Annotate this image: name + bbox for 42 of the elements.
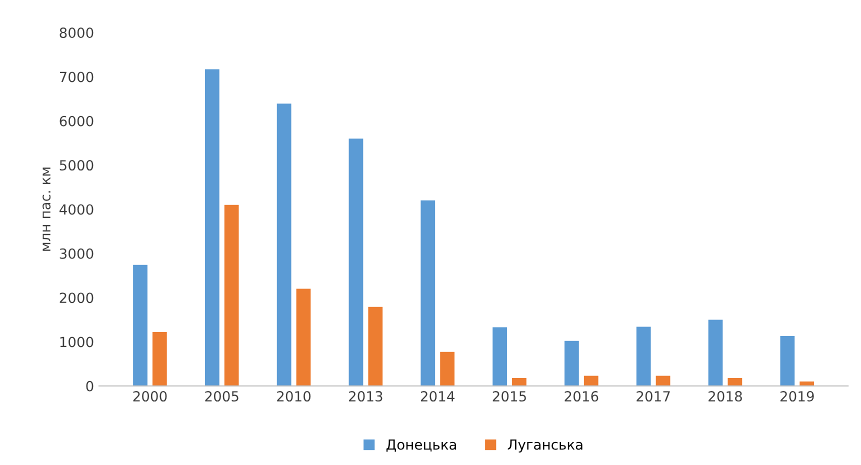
y-tick-label: 4000 (59, 204, 94, 215)
x-tick-label: 2013 (349, 391, 382, 402)
bar (780, 336, 795, 386)
x-tick-label: 2019 (780, 391, 814, 402)
legend-label: Донецька (386, 439, 456, 452)
x-tick-label: 2018 (708, 391, 742, 402)
bar (224, 204, 239, 386)
bar (296, 288, 311, 386)
y-tick-label: 5000 (60, 160, 94, 171)
y-tick-label: 8000 (60, 28, 94, 38)
y-tick-label: 2000 (60, 292, 94, 304)
x-tick-label: 2015 (492, 391, 526, 402)
bar (133, 264, 148, 386)
bar (564, 340, 579, 386)
bar (348, 138, 364, 386)
x-tick-label: 2014 (420, 391, 454, 402)
bar (800, 382, 814, 386)
bar (512, 378, 526, 386)
bar (708, 320, 723, 386)
x-tick-label: 2016 (564, 391, 598, 402)
bar (656, 376, 670, 386)
y-tick-label: 1000 (60, 336, 94, 348)
y-tick-label: 3000 (60, 248, 94, 259)
x-tick-label: 2000 (133, 391, 167, 402)
bar (636, 326, 651, 386)
legend-label: Луганська (508, 439, 582, 452)
bar (152, 332, 167, 386)
x-tick-label: 2017 (636, 391, 670, 402)
y-tick-label: 7000 (60, 72, 94, 82)
bar (440, 352, 454, 386)
bar (492, 327, 507, 386)
y-axis-title: млн пас. км (42, 168, 51, 251)
bar (204, 69, 220, 386)
bar (584, 376, 598, 386)
y-tick-label: 0 (86, 380, 94, 392)
x-tick-label: 2005 (205, 391, 238, 402)
x-tick-label: 2010 (277, 391, 311, 402)
y-tick-label: 6000 (60, 116, 94, 126)
bar (728, 378, 742, 386)
bar (368, 306, 383, 386)
bar (420, 200, 436, 386)
bar (276, 104, 292, 386)
